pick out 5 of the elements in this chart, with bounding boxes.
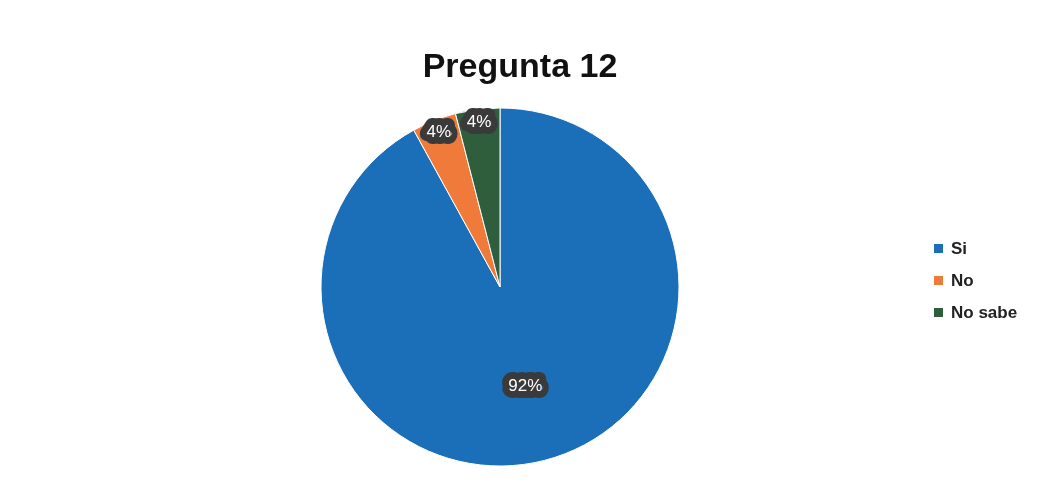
legend-label: Si (951, 238, 968, 258)
pie-slice (320, 107, 680, 467)
legend-label: No sabe (951, 302, 1018, 322)
legend-label: No (951, 270, 974, 290)
chart-title: Pregunta 12 (422, 46, 618, 84)
